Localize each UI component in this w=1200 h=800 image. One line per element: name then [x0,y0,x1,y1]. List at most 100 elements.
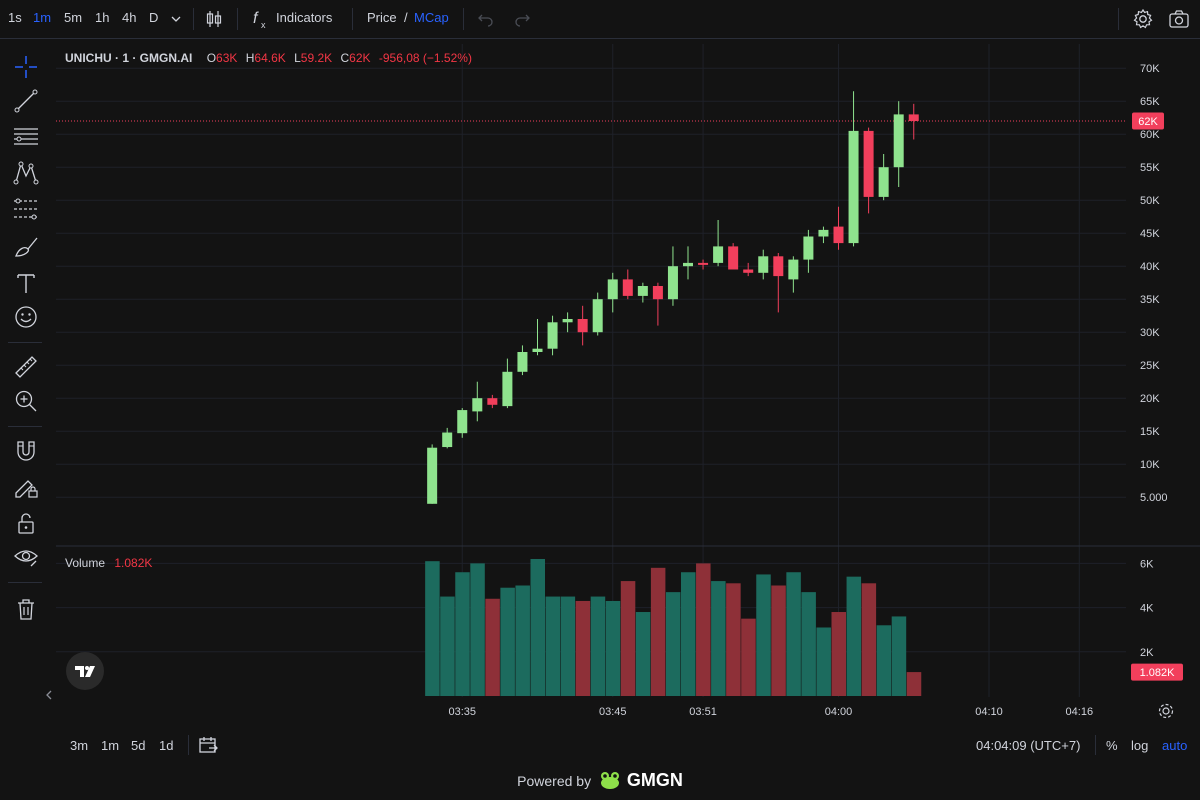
eye-icon[interactable] [13,544,39,570]
trash-icon[interactable] [13,596,39,622]
crosshair-icon[interactable] [13,54,39,80]
redo-icon[interactable] [513,11,531,27]
timeframe-4h[interactable]: 4h [122,10,137,25]
auto-scale-toggle[interactable]: auto [1162,738,1188,753]
toolbar-divider [8,426,42,427]
last-price-text: 62K [1138,116,1158,128]
text-tool-icon[interactable] [13,270,39,296]
high-value: 64.6K [254,51,286,65]
low-value: 59.2K [300,51,333,65]
volume-bar [801,592,816,696]
toolbar-divider [8,582,42,583]
volume-bar [741,618,756,696]
last-volume-badge [1131,663,1183,681]
range-5d[interactable]: 5d [131,738,146,753]
volume-bar [470,563,485,696]
percent-scale-toggle[interactable]: % [1106,738,1118,753]
volume-bar [650,567,666,696]
range-1d[interactable]: 1d [159,738,174,753]
volume-bar [425,561,440,696]
toolbar-divider [237,8,238,30]
candle-body [472,398,483,412]
axis-settings-icon[interactable] [1158,703,1174,719]
settings-gear-icon[interactable] [1132,8,1154,30]
candle-body [848,130,859,244]
brush-icon[interactable] [13,234,39,260]
price-tick-label: 15K [1140,426,1160,438]
range-3m[interactable]: 3m [70,738,89,753]
candle-body [532,348,543,352]
toolbar-bottom-border [0,38,1200,39]
timeframe-1m[interactable]: 1m [33,10,52,25]
price-toggle[interactable]: Price [367,10,397,25]
horizontal-lines-icon[interactable] [13,124,39,150]
tradingview-logo-icon [75,666,95,677]
indicators-button[interactable]: Indicators [276,10,333,25]
volume-bar [831,612,846,696]
zoom-in-icon[interactable] [13,388,39,414]
svg-text:x: x [261,20,266,30]
pattern-icon[interactable] [13,160,39,186]
volume-bar [681,572,696,696]
candle-body [562,319,573,323]
undo-icon[interactable] [477,11,495,27]
candle-body [788,259,799,280]
timeframe-1s[interactable]: 1s [8,10,22,25]
lock-drawing-pencil-icon[interactable] [13,474,39,500]
timeframe-1h[interactable]: 1h [95,10,110,25]
range-1m[interactable]: 1m [101,738,120,753]
magnet-icon[interactable] [13,438,39,464]
candle-body [487,398,498,405]
log-scale-toggle[interactable]: log [1131,738,1149,753]
volume-tick-label: 2K [1140,647,1154,659]
time-tick-label: 04:10 [975,706,1003,718]
candle-body [773,256,784,277]
ruler-icon[interactable] [13,354,39,380]
volume-bar [906,672,922,696]
last-price-badge [1132,112,1164,130]
price-axis: 5.000 10K 15K 20K 25K 30K 35K 40K 45K 50K 55K 60K 65… [1140,63,1168,504]
calendar-goto-icon[interactable] [197,734,219,756]
open-key: O [206,51,217,65]
volume-tick-label: 4K [1140,603,1154,615]
tradingview-logo[interactable] [66,652,104,690]
candle-body [442,432,453,448]
last-volume-text: 1.082K [1140,667,1176,679]
camera-icon[interactable] [1168,8,1190,30]
collapse-toolbar-icon[interactable] [44,689,54,701]
volume-bars [425,558,922,696]
candle-body [683,262,693,267]
gmgn-brand[interactable]: GMGN [626,770,683,790]
chevron-down-icon[interactable] [170,13,182,25]
mcap-toggle[interactable]: MCap [414,10,449,25]
timeframe-5m[interactable]: 5m [64,10,83,25]
toolbar-divider [352,8,353,30]
bottom-divider [1095,735,1096,755]
candle-body [427,447,438,504]
volume-bar [786,572,801,696]
volume-bar [771,585,786,696]
volume-bar [876,625,892,696]
volume-bar [891,616,907,696]
candle-body [893,114,904,168]
candle-body [607,279,618,300]
indicators-fx-icon[interactable]: f x [252,9,272,31]
volume-bar [726,583,741,696]
clock-timezone[interactable]: 04:04:09 (UTC+7) [976,738,1081,753]
svg-text:f: f [253,10,259,27]
volume-bar [485,598,500,696]
timeframe-D[interactable]: D [149,10,159,25]
fibonacci-icon[interactable] [13,196,39,222]
symbol-title[interactable]: UNICHU · 1 · GMGN.AI [65,51,193,65]
price-tick-label: 40K [1140,261,1160,273]
candle-body [622,279,633,296]
emoji-icon[interactable] [13,304,39,330]
candles-icon[interactable] [204,9,224,29]
price-tick-label: 55K [1140,162,1160,174]
price-tick-label: 35K [1140,294,1160,306]
lock-icon[interactable] [13,510,39,536]
trend-line-icon[interactable] [13,88,39,114]
time-tick-label: 03:51 [689,706,717,718]
volume-bar [590,596,606,696]
